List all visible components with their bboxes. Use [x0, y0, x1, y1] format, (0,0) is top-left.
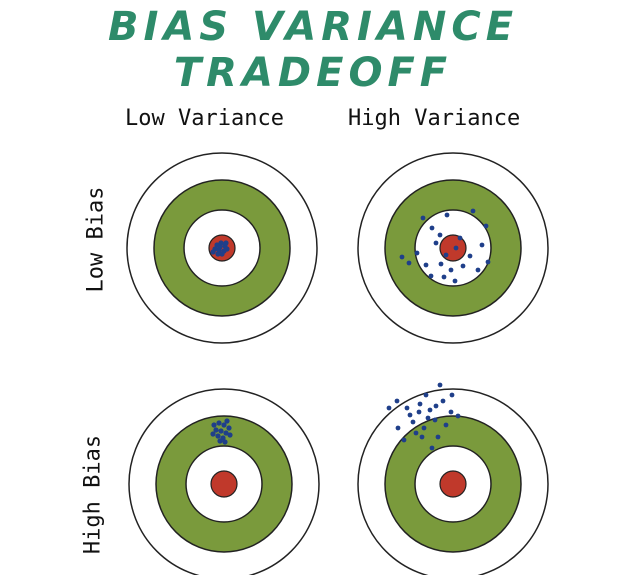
column-label-low-variance: Low Variance	[125, 106, 284, 131]
dot-cluster	[399, 208, 491, 284]
bullseye	[439, 470, 467, 498]
target-high-bias-low-variance	[128, 388, 320, 575]
diagram-title: BIAS VARIANCE TRADEOFF	[107, 4, 519, 96]
target-high-bias-high-variance	[357, 382, 549, 575]
bullseye	[210, 470, 238, 498]
dot-cluster	[210, 418, 233, 445]
dot-cluster	[386, 382, 461, 451]
target-low-bias-high-variance	[357, 152, 549, 344]
dot-cluster	[210, 240, 230, 257]
column-label-high-variance: High Variance	[348, 106, 521, 131]
target-low-bias-low-variance	[126, 152, 318, 344]
